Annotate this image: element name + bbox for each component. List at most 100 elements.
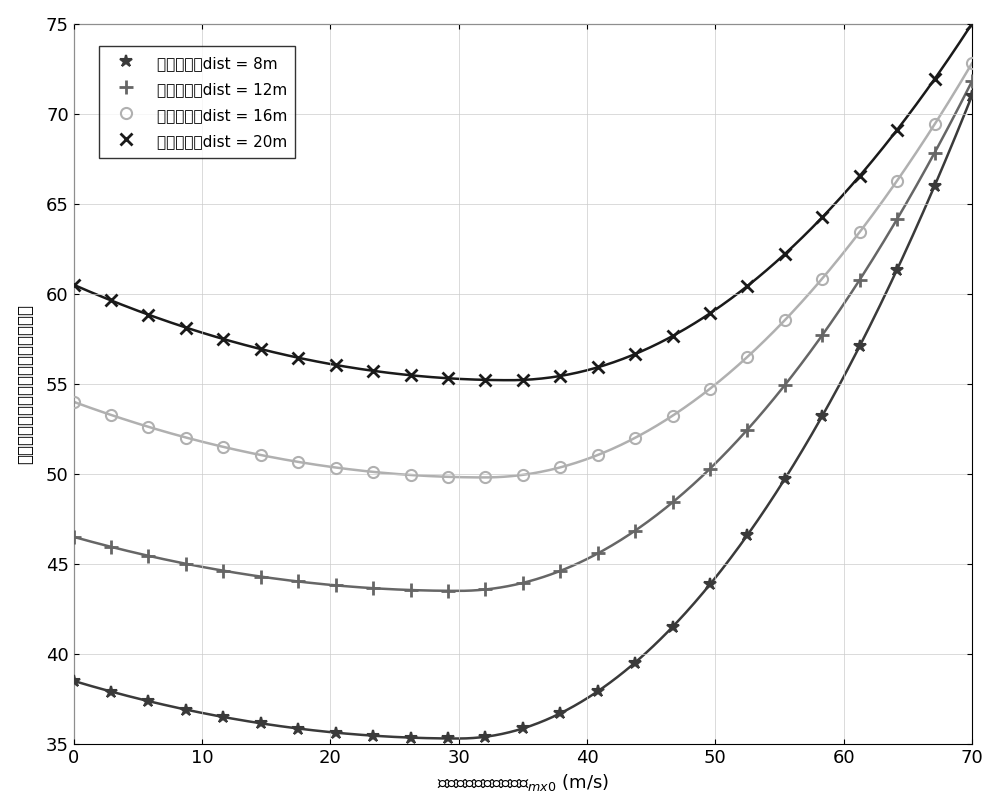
引战配合缆dist = 8m [966, 91, 978, 100]
引战配合缆dist = 8m [667, 622, 679, 632]
引战配合缆dist = 20m [367, 366, 379, 376]
引战配合缆dist = 8m [929, 181, 941, 191]
引战配合缆dist = 8m [592, 687, 604, 697]
引战配合缆dist = 20m [854, 171, 866, 181]
引战配合缆dist = 12m [966, 76, 978, 86]
引战配合缆dist = 16m [142, 422, 154, 432]
引战配合缆dist = 20m [479, 375, 491, 385]
引战配合缆dist = 8m [741, 531, 753, 540]
引战配合缆dist = 12m [741, 424, 753, 434]
引战配合缆dist = 16m [554, 463, 566, 472]
引战配合缆dist = 16m [367, 467, 379, 477]
引战配合缆dist = 8m [479, 732, 491, 742]
引战配合缆dist = 16m [442, 472, 454, 482]
引战配合缆dist = 16m [217, 442, 229, 452]
引战配合缆dist = 8m [217, 712, 229, 722]
引战配合缆dist = 12m [367, 583, 379, 593]
引战配合缆dist = 12m [854, 275, 866, 284]
引战配合缆dist = 16m [479, 472, 491, 482]
引战配合缆dist = 12m [180, 559, 192, 569]
引战配合缆dist = 12m [442, 586, 454, 595]
引战配合缆dist = 20m [779, 249, 791, 259]
引战配合缆dist = 8m [554, 709, 566, 718]
引战配合缆dist = 20m [405, 370, 417, 380]
引战配合缆dist = 8m [142, 697, 154, 706]
引战配合缆dist = 16m [68, 397, 80, 407]
引战配合缆dist = 8m [779, 474, 791, 484]
Legend: 引战配合缆dist = 8m, 引战配合缆dist = 12m, 引战配合缆dist = 16m, 引战配合缆dist = 20m: 引战配合缆dist = 8m, 引战配合缆dist = 12m, 引战配合缆di… [99, 45, 295, 159]
引战配合缆dist = 8m [704, 580, 716, 590]
引战配合缆dist = 8m [891, 265, 903, 275]
引战配合缆dist = 8m [629, 658, 641, 667]
引战配合缆dist = 8m [180, 705, 192, 714]
引战配合缆dist = 8m [292, 723, 304, 733]
引战配合缆dist = 16m [741, 352, 753, 362]
引战配合缆dist = 16m [255, 450, 267, 460]
引战配合缆dist = 12m [816, 330, 828, 340]
引战配合缆dist = 12m [779, 380, 791, 390]
引战配合缆dist = 20m [704, 309, 716, 318]
引战配合缆dist = 8m [517, 723, 529, 733]
引战配合缆dist = 20m [629, 349, 641, 359]
引战配合缆dist = 12m [330, 581, 342, 590]
引战配合缆dist = 8m [68, 676, 80, 686]
引战配合缆dist = 12m [704, 464, 716, 474]
引战配合缆dist = 8m [816, 411, 828, 421]
引战配合缆dist = 20m [442, 373, 454, 383]
引战配合缆dist = 20m [330, 360, 342, 370]
引战配合缆dist = 16m [891, 176, 903, 185]
Line: 引战配合缆dist = 8m: 引战配合缆dist = 8m [67, 89, 978, 744]
引战配合缆dist = 12m [292, 577, 304, 586]
引战配合缆dist = 8m [854, 341, 866, 351]
引战配合缆dist = 16m [667, 411, 679, 420]
引战配合缆dist = 12m [479, 585, 491, 595]
引战配合缆dist = 12m [405, 585, 417, 595]
引战配合缆dist = 20m [217, 335, 229, 344]
引战配合缆dist = 20m [741, 281, 753, 291]
引战配合缆dist = 20m [68, 280, 80, 290]
引战配合缆dist = 20m [592, 363, 604, 373]
引战配合缆dist = 8m [330, 727, 342, 737]
引战配合缆dist = 20m [180, 322, 192, 332]
引战配合缆dist = 20m [891, 125, 903, 134]
引战配合缆dist = 16m [929, 120, 941, 130]
引战配合缆dist = 16m [105, 410, 117, 420]
引战配合缆dist = 12m [68, 532, 80, 542]
引战配合缆dist = 16m [292, 457, 304, 467]
引战配合缆dist = 20m [105, 296, 117, 305]
引战配合缆dist = 20m [517, 375, 529, 385]
引战配合缆dist = 20m [966, 19, 978, 28]
引战配合缆dist = 8m [105, 687, 117, 697]
引战配合缆dist = 16m [517, 470, 529, 480]
引战配合缆dist = 12m [142, 551, 154, 561]
引战配合缆dist = 12m [929, 148, 941, 158]
引战配合缆dist = 8m [367, 731, 379, 740]
引战配合缆dist = 20m [816, 212, 828, 222]
引战配合缆dist = 12m [592, 548, 604, 558]
引战配合缆dist = 12m [629, 526, 641, 535]
引战配合缆dist = 12m [891, 214, 903, 224]
引战配合缆dist = 16m [779, 315, 791, 325]
引战配合缆dist = 16m [405, 470, 417, 480]
引战配合缆dist = 8m [255, 718, 267, 728]
引战配合缆dist = 20m [554, 371, 566, 381]
引战配合缆dist = 20m [929, 75, 941, 84]
引战配合缆dist = 12m [517, 578, 529, 588]
引战配合缆dist = 12m [217, 566, 229, 576]
引战配合缆dist = 16m [180, 433, 192, 442]
Line: 引战配合缆dist = 16m: 引战配合缆dist = 16m [68, 58, 978, 483]
引战配合缆dist = 16m [592, 450, 604, 460]
引战配合缆dist = 8m [405, 733, 417, 743]
引战配合缆dist = 20m [142, 310, 154, 320]
X-axis label: 二次起爆装置抛射初速$_{mx0}$ (m/s): 二次起爆装置抛射初速$_{mx0}$ (m/s) [437, 772, 609, 793]
引战配合缆dist = 20m [292, 353, 304, 363]
引战配合缆dist = 12m [554, 566, 566, 576]
引战配合缆dist = 16m [966, 58, 978, 68]
引战配合缆dist = 12m [667, 497, 679, 507]
Line: 引战配合缆dist = 12m: 引战配合缆dist = 12m [67, 75, 979, 598]
引战配合缆dist = 20m [667, 331, 679, 341]
引战配合缆dist = 16m [704, 384, 716, 394]
引战配合缆dist = 16m [629, 433, 641, 443]
Y-axis label: 一次起爆装置与制导火箭云爆弹落差: 一次起爆装置与制导火箭云爆弹落差 [17, 304, 35, 464]
引战配合缆dist = 8m [442, 734, 454, 744]
